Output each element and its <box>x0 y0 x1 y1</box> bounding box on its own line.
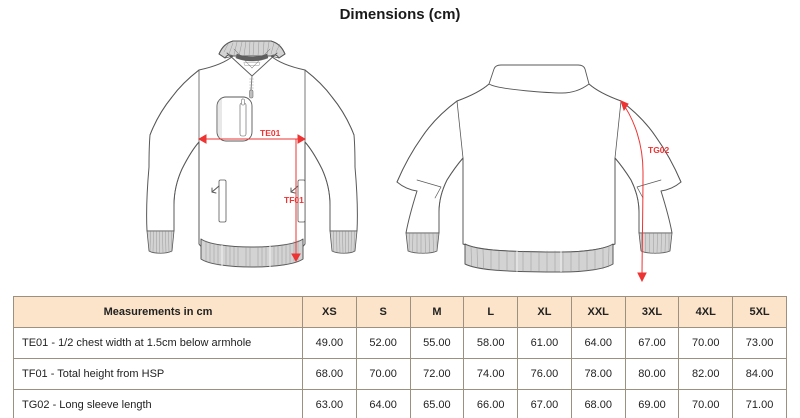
svg-text:TE01: TE01 <box>260 128 281 138</box>
svg-text:TF01: TF01 <box>284 195 304 205</box>
svg-text:TG02: TG02 <box>648 145 670 155</box>
